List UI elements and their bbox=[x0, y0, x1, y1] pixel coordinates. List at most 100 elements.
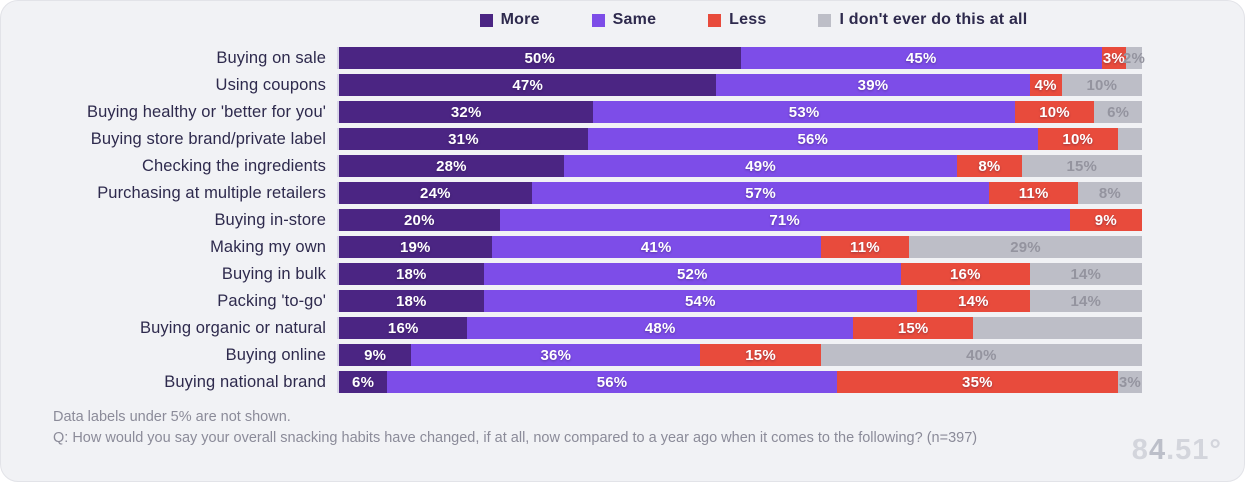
segment-value-label: 2% bbox=[1122, 49, 1145, 67]
bar-segment-same: 56% bbox=[587, 128, 1038, 150]
category-label: Purchasing at multiple retailers bbox=[97, 183, 326, 202]
legend-swatch-icon bbox=[818, 13, 832, 27]
bar-segment-more: 24% bbox=[339, 182, 532, 204]
legend-item: More bbox=[479, 11, 540, 29]
segment-value-label: 28% bbox=[436, 157, 467, 175]
bar-segment-i-don-t-ever-do-this-at-all bbox=[973, 317, 1142, 339]
bar-segment-less: 16% bbox=[901, 263, 1030, 285]
category-label: Buying online bbox=[225, 345, 326, 364]
bar-segment-less: 11% bbox=[820, 236, 910, 258]
segment-value-label: 3% bbox=[1102, 49, 1125, 67]
bar-segment-i-don-t-ever-do-this-at-all: 14% bbox=[1029, 290, 1142, 312]
segment-value-label: 49% bbox=[745, 157, 776, 175]
bar-segment-more: 28% bbox=[339, 155, 564, 177]
segment-value-label: 9% bbox=[1094, 211, 1117, 229]
logo-suffix: .51° bbox=[1166, 434, 1222, 466]
logo-mid: 4 bbox=[1148, 434, 1167, 466]
bar-segment-more: 16% bbox=[339, 317, 468, 339]
segment-value-label: 48% bbox=[644, 319, 676, 337]
stacked-bar-chart: Buying on sale 50% 45% 3% 2% Using coupons 47%… bbox=[1, 47, 1244, 398]
bar-segment-less: 4% bbox=[1029, 74, 1062, 96]
bar-segment-same: 53% bbox=[593, 101, 1015, 123]
bar-segment-i-don-t-ever-do-this-at-all: 14% bbox=[1029, 263, 1142, 285]
segment-value-label: 40% bbox=[966, 346, 997, 364]
bar-segment-same: 49% bbox=[563, 155, 958, 177]
bar-segment-same: 56% bbox=[387, 371, 837, 393]
chart-row: Making my own 19% 41% 11% 29% bbox=[1, 236, 1244, 258]
category-label: Making my own bbox=[210, 237, 326, 256]
chart-row: Buying in bulk 18% 52% 16% 14% bbox=[1, 263, 1244, 285]
segment-value-label: 14% bbox=[958, 292, 989, 310]
segment-value-label: 6% bbox=[1107, 103, 1130, 121]
segment-value-label: 8% bbox=[978, 157, 1001, 175]
segment-value-label: 29% bbox=[1010, 238, 1041, 256]
bar-group: 32% 53% 10% 6% bbox=[337, 101, 1142, 123]
chart-row: Packing 'to-go' 18% 54% 14% 14% bbox=[1, 290, 1244, 312]
bar-group: 19% 41% 11% 29% bbox=[337, 236, 1142, 258]
bar-segment-less: 10% bbox=[1014, 101, 1095, 123]
segment-value-label: 31% bbox=[448, 130, 479, 148]
bar-group: 20% 71% 9% bbox=[337, 209, 1142, 231]
legend-item: Same bbox=[591, 11, 657, 29]
segment-value-label: 57% bbox=[745, 184, 776, 202]
segment-value-label: 56% bbox=[797, 130, 829, 148]
segment-value-label: 3% bbox=[1118, 373, 1141, 391]
segment-value-label: 20% bbox=[403, 211, 435, 229]
bar-segment-i-don-t-ever-do-this-at-all: 40% bbox=[820, 344, 1142, 366]
segment-value-label: 10% bbox=[1039, 103, 1070, 121]
segment-value-label: 35% bbox=[962, 373, 993, 391]
chart-row: Buying store brand/private label 31% 56% 10… bbox=[1, 128, 1244, 150]
segment-value-label: 11% bbox=[850, 238, 880, 256]
bar-segment-less: 8% bbox=[957, 155, 1022, 177]
segment-value-label: 6% bbox=[352, 373, 375, 391]
segment-value-label: 71% bbox=[769, 211, 800, 229]
bar-segment-more: 50% bbox=[339, 47, 741, 69]
bar-segment-i-don-t-ever-do-this-at-all: 2% bbox=[1122, 47, 1145, 69]
bar-segment-less: 15% bbox=[852, 317, 974, 339]
bar-group: 16% 48% 15% bbox=[337, 317, 1142, 339]
chart-row: Buying on sale 50% 45% 3% 2% bbox=[1, 47, 1244, 69]
legend-label: Same bbox=[612, 11, 657, 28]
bar-segment-same: 71% bbox=[499, 209, 1070, 231]
segment-value-label: 56% bbox=[596, 373, 628, 391]
bar-segment-more: 9% bbox=[339, 344, 412, 366]
segment-value-label: 8% bbox=[1098, 184, 1121, 202]
segment-value-label: 32% bbox=[450, 103, 482, 121]
legend-label: Less bbox=[729, 11, 767, 28]
segment-value-label: 47% bbox=[512, 76, 544, 94]
segment-value-label: 53% bbox=[788, 103, 820, 121]
bar-segment-more: 47% bbox=[339, 74, 717, 96]
bar-segment-same: 57% bbox=[531, 182, 990, 204]
bar-group: 24% 57% 11% 8% bbox=[337, 182, 1142, 204]
bar-segment-same: 48% bbox=[467, 317, 853, 339]
segment-value-label: 39% bbox=[857, 76, 889, 94]
category-label: Buying in-store bbox=[214, 210, 326, 229]
bar-segment-more: 6% bbox=[339, 371, 388, 393]
legend-swatch-icon bbox=[479, 13, 493, 27]
bar-segment-more: 19% bbox=[339, 236, 492, 258]
bar-group: 47% 39% 4% 10% bbox=[337, 74, 1142, 96]
bar-segment-same: 36% bbox=[411, 344, 701, 366]
bar-segment-i-don-t-ever-do-this-at-all: 15% bbox=[1021, 155, 1142, 177]
bar-segment-less: 14% bbox=[917, 290, 1030, 312]
legend-item: I don't ever do this at all bbox=[818, 11, 1027, 29]
bar-group: 28% 49% 8% 15% bbox=[337, 155, 1142, 177]
legend-swatch-icon bbox=[708, 13, 722, 27]
segment-value-label: 52% bbox=[676, 265, 708, 283]
bar-segment-same: 45% bbox=[740, 47, 1102, 69]
chart-row: Buying in-store 20% 71% 9% bbox=[1, 209, 1244, 231]
brand-logo-8451: 84.51° bbox=[1132, 434, 1222, 467]
bar-group: 18% 54% 14% 14% bbox=[337, 290, 1142, 312]
legend: More Same Less I don't ever do this at all bbox=[351, 11, 1156, 29]
chart-row: Using coupons 47% 39% 4% 10% bbox=[1, 74, 1244, 96]
bar-segment-less: 3% bbox=[1101, 47, 1126, 69]
category-label: Checking the ingredients bbox=[141, 156, 326, 175]
bar-segment-more: 18% bbox=[339, 263, 484, 285]
category-label: Buying store brand/private label bbox=[90, 129, 326, 148]
chart-row: Purchasing at multiple retailers 24% 57% 11… bbox=[1, 182, 1244, 204]
legend-swatch-icon bbox=[591, 13, 605, 27]
bar-group: 18% 52% 16% 14% bbox=[337, 263, 1142, 285]
chart-row: Buying national brand 6% 56% 35% 3% bbox=[1, 371, 1244, 393]
segment-value-label: 16% bbox=[950, 265, 981, 283]
